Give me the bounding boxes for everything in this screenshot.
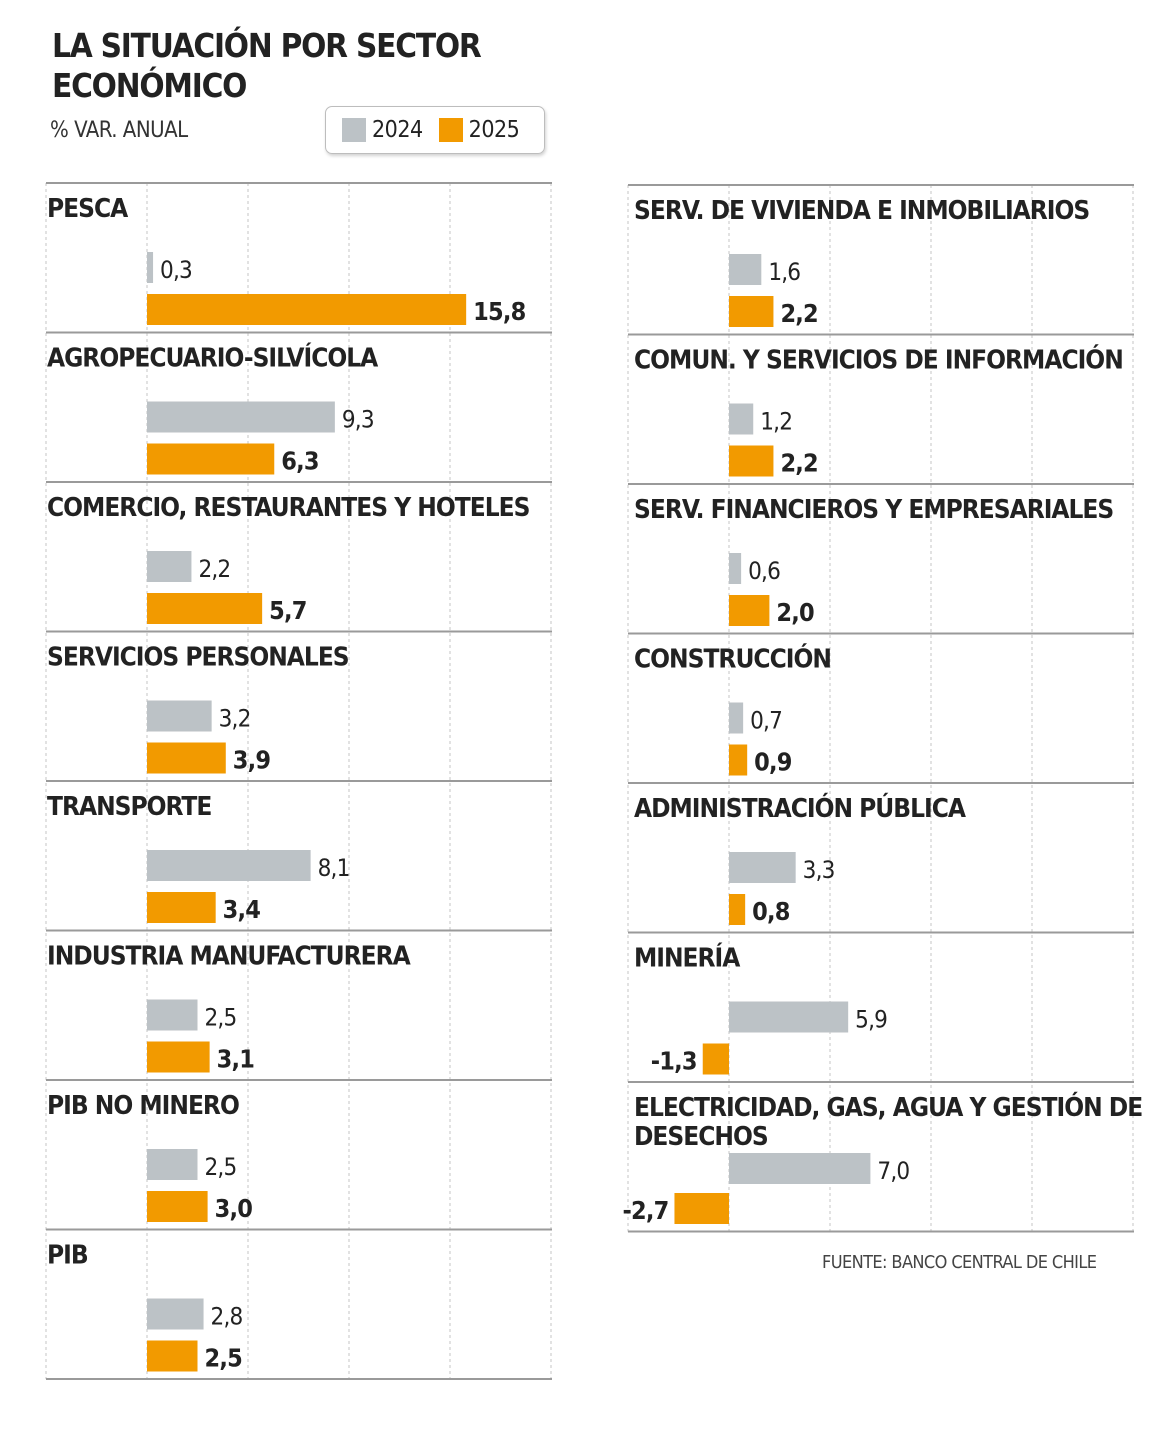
bar-2025-pib xyxy=(147,1340,198,1372)
data-label-2024-transporte: 8,1 xyxy=(318,854,350,882)
bar-2024-comun-y-servicios-de-informacion xyxy=(729,403,754,435)
data-label-2024-industria-manufacturera: 2,5 xyxy=(205,1004,237,1032)
chart-left-svg: PESCA 0,3 15,8 AGROPECUARIO-SILVÍCOLA 9,3 6,3… xyxy=(45,182,552,1380)
bar-2024-servicios-personales xyxy=(147,700,212,732)
data-label-2025-serv-de-vivienda-e-inmobiliarios: 2,2 xyxy=(780,299,817,328)
bar-2025-industria-manufacturera xyxy=(147,1041,210,1073)
bar-2024-pib-no-minero xyxy=(147,1149,198,1180)
category-label-serv-de-vivienda-e-inmobiliarios: SERV. DE VIVIENDA E INMOBILIARIOS xyxy=(634,196,1089,226)
bar-2025-administracion-publica xyxy=(729,894,746,925)
category-label-comercio-restaurantes-y-hoteles: COMERCIO, RESTAURANTES Y HOTELES xyxy=(47,493,530,523)
bar-2025-pib-no-minero xyxy=(147,1191,208,1222)
legend-label-2024: 2024 xyxy=(372,117,423,143)
bar-2025-serv-financieros-y-empresariales xyxy=(729,595,770,626)
bar-2025-servicios-personales xyxy=(147,742,226,774)
data-label-2024-pib: 2,8 xyxy=(211,1303,243,1331)
category-label-administracion-publica: ADMINISTRACIÓN PÚBLICA xyxy=(634,792,966,824)
category-label-servicios-personales: SERVICIOS PERSONALES xyxy=(47,643,349,673)
legend-item-2024: 2024 xyxy=(342,117,423,143)
data-label-2025-electricidad-gas-agua-y-gestion-de-desechos: -2,7 xyxy=(622,1196,668,1225)
data-label-2024-construccion: 0,7 xyxy=(750,707,782,735)
chart-subtitle: % VAR. ANUAL xyxy=(50,118,188,143)
bar-2024-agropecuario-silvicola xyxy=(147,401,335,433)
source-note: FUENTE: BANCO CENTRAL DE CHILE xyxy=(822,1252,1097,1273)
category-label-electricidad-gas-agua-y-gestion-de-desechos: ELECTRICIDAD, GAS, AGUA Y GESTIÓN DE DESE… xyxy=(634,1091,1142,1152)
data-label-2025-transporte: 3,4 xyxy=(223,895,261,924)
data-label-2024-serv-financieros-y-empresariales: 0,6 xyxy=(748,557,780,585)
category-label-pesca: PESCA xyxy=(47,194,128,224)
bar-2024-construccion xyxy=(729,702,744,734)
data-label-2024-serv-de-vivienda-e-inmobiliarios: 1,6 xyxy=(768,258,800,286)
chart-title: LA SITUACIÓN POR SECTOR ECONÓMICO xyxy=(52,26,482,105)
category-label-construccion: CONSTRUCCIÓN xyxy=(634,643,831,675)
bar-2024-comercio-restaurantes-y-hoteles xyxy=(147,551,192,582)
bar-2024-transporte xyxy=(147,850,311,881)
legend-item-2025: 2025 xyxy=(438,117,520,143)
bar-2025-pesca xyxy=(147,294,467,325)
category-label-pib-no-minero: PIB NO MINERO xyxy=(47,1091,239,1121)
bar-2025-comun-y-servicios-de-informacion xyxy=(729,445,774,477)
category-label-mineria: MINERÍA xyxy=(634,942,740,974)
data-label-2024-pesca: 0,3 xyxy=(160,256,192,284)
bar-2024-serv-financieros-y-empresariales xyxy=(729,553,742,584)
data-label-2025-serv-financieros-y-empresariales: 2,0 xyxy=(776,598,814,627)
data-label-2024-agropecuario-silvicola: 9,3 xyxy=(342,406,374,434)
data-label-2025-pib: 2,5 xyxy=(205,1344,243,1373)
bar-2024-pesca xyxy=(147,252,154,283)
legend-swatch-2024 xyxy=(342,118,366,142)
chart-panel-right: SERV. DE VIVIENDA E INMOBILIARIOS 1,6 2,2 C… xyxy=(622,184,1143,1235)
bar-2024-industria-manufacturera xyxy=(147,999,198,1031)
bar-2024-serv-de-vivienda-e-inmobiliarios xyxy=(729,254,762,285)
data-label-2025-pib-no-minero: 3,0 xyxy=(215,1194,253,1223)
data-label-2025-comun-y-servicios-de-informacion: 2,2 xyxy=(780,449,817,478)
data-label-2025-agropecuario-silvicola: 6,3 xyxy=(281,447,318,476)
bar-2024-mineria xyxy=(729,1001,849,1033)
data-label-2025-pesca: 15,8 xyxy=(473,297,525,326)
data-label-2025-comercio-restaurantes-y-hoteles: 5,7 xyxy=(269,596,306,625)
data-label-2024-electricidad-gas-agua-y-gestion-de-desechos: 7,0 xyxy=(877,1157,909,1185)
data-label-2024-pib-no-minero: 2,5 xyxy=(205,1153,237,1181)
category-label-pib: PIB xyxy=(47,1241,88,1271)
category-label-industria-manufacturera: INDUSTRIA MANUFACTURERA xyxy=(47,942,411,972)
data-label-2025-industria-manufacturera: 3,1 xyxy=(217,1045,255,1074)
data-label-2024-servicios-personales: 3,2 xyxy=(219,705,251,733)
data-label-2024-administracion-publica: 3,3 xyxy=(803,856,835,884)
data-label-2024-comercio-restaurantes-y-hoteles: 2,2 xyxy=(198,555,230,583)
legend-label-2025: 2025 xyxy=(468,117,520,143)
data-label-2025-construccion: 0,9 xyxy=(754,748,792,777)
chart-right-svg: SERV. DE VIVIENDA E INMOBILIARIOS 1,6 2,2 C… xyxy=(622,184,1143,1233)
category-label-comun-y-servicios-de-informacion: COMUN. Y SERVICIOS DE INFORMACIÓN xyxy=(634,344,1123,376)
bar-2025-mineria xyxy=(702,1043,729,1075)
bar-2025-transporte xyxy=(147,892,216,923)
legend: 2024 2025 xyxy=(325,106,545,154)
data-label-2025-administracion-publica: 0,8 xyxy=(752,897,790,926)
chart-panel-left: PESCA 0,3 15,8 AGROPECUARIO-SILVÍCOLA 9,3 6,3… xyxy=(45,182,554,1383)
bar-2024-administracion-publica xyxy=(729,852,796,883)
bar-2025-agropecuario-silvicola xyxy=(147,443,275,475)
category-label-agropecuario-silvicola: AGROPECUARIO-SILVÍCOLA xyxy=(47,342,378,374)
category-label-transporte: TRANSPORTE xyxy=(47,792,211,822)
data-label-2024-comun-y-servicios-de-informacion: 1,2 xyxy=(760,408,792,436)
bar-2025-serv-de-vivienda-e-inmobiliarios xyxy=(729,296,774,327)
category-label-serv-financieros-y-empresariales: SERV. FINANCIEROS Y EMPRESARIALES xyxy=(634,495,1113,525)
bar-2025-comercio-restaurantes-y-hoteles xyxy=(147,593,263,624)
legend-swatch-2025 xyxy=(438,118,463,142)
data-label-2024-mineria: 5,9 xyxy=(855,1006,887,1034)
data-label-2025-servicios-personales: 3,9 xyxy=(233,746,271,775)
bar-2025-construccion xyxy=(729,744,748,776)
bar-2025-electricidad-gas-agua-y-gestion-de-desechos xyxy=(674,1193,729,1224)
data-label-2025-mineria: -1,3 xyxy=(651,1047,697,1076)
bar-2024-electricidad-gas-agua-y-gestion-de-desechos xyxy=(729,1153,871,1184)
bar-2024-pib xyxy=(147,1298,204,1330)
